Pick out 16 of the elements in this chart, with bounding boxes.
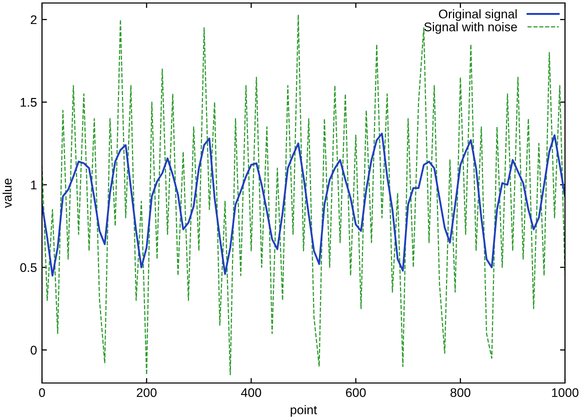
legend-label: Signal with noise bbox=[424, 22, 517, 34]
x-tick-label: 0 bbox=[39, 388, 45, 398]
y-axis-title: value bbox=[2, 178, 12, 208]
y-tick-label: 0 bbox=[30, 346, 37, 355]
legend-label: Original signal bbox=[438, 9, 517, 21]
y-tick-label: 0.5 bbox=[20, 263, 37, 272]
line-series bbox=[42, 132, 565, 277]
y-tick-label: 2 bbox=[30, 15, 37, 24]
x-tick-label: 1000 bbox=[552, 388, 578, 398]
x-axis-title: point bbox=[290, 405, 317, 417]
y-tick-label: 1.5 bbox=[20, 98, 37, 107]
x-tick-label: 200 bbox=[136, 388, 157, 398]
x-tick-label: 400 bbox=[241, 388, 262, 398]
y-tick-label: 1 bbox=[31, 180, 37, 190]
x-tick-label: 800 bbox=[450, 388, 470, 398]
x-tick-label: 600 bbox=[346, 388, 366, 398]
